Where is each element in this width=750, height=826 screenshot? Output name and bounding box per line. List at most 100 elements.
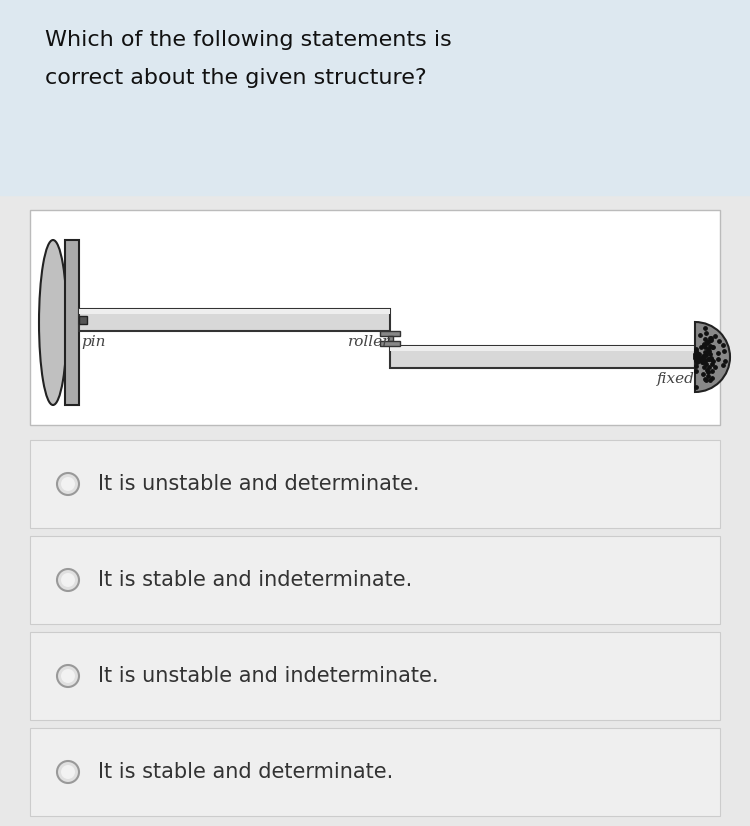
Point xyxy=(690,349,702,363)
Point xyxy=(702,366,714,379)
Circle shape xyxy=(57,569,79,591)
Circle shape xyxy=(57,761,79,783)
Circle shape xyxy=(61,573,75,587)
Point xyxy=(712,346,724,359)
Point xyxy=(704,373,716,387)
Text: It is unstable and indeterminate.: It is unstable and indeterminate. xyxy=(98,666,439,686)
Bar xyxy=(390,346,695,368)
Bar xyxy=(390,346,695,351)
Point xyxy=(718,344,730,358)
Point xyxy=(705,334,717,347)
Text: correct about the given structure?: correct about the given structure? xyxy=(45,68,427,88)
Point xyxy=(690,350,702,363)
Point xyxy=(696,356,708,369)
Point xyxy=(700,349,712,362)
Bar xyxy=(388,336,392,341)
Point xyxy=(698,355,709,368)
Point xyxy=(703,344,715,358)
Point xyxy=(694,353,706,366)
Point xyxy=(701,337,713,350)
Point xyxy=(703,343,715,356)
Point xyxy=(704,347,716,360)
Text: It is stable and indeterminate.: It is stable and indeterminate. xyxy=(98,570,413,590)
Bar xyxy=(30,440,720,528)
Point xyxy=(703,360,715,373)
Point xyxy=(712,352,724,365)
Bar xyxy=(79,309,390,314)
Point xyxy=(691,355,703,368)
Point xyxy=(704,331,716,344)
Point xyxy=(693,354,705,367)
Point xyxy=(706,371,718,384)
Point xyxy=(689,348,701,361)
Bar xyxy=(79,309,390,331)
Point xyxy=(705,353,717,366)
Point xyxy=(690,344,702,357)
Wedge shape xyxy=(695,322,730,392)
Point xyxy=(707,340,719,354)
Point xyxy=(699,354,711,368)
Point xyxy=(694,351,706,364)
Point xyxy=(698,349,709,362)
Point xyxy=(689,354,701,367)
Point xyxy=(693,347,705,360)
Point xyxy=(709,360,721,373)
Point xyxy=(700,358,712,371)
Point xyxy=(704,339,716,352)
Point xyxy=(690,342,702,355)
Bar xyxy=(30,728,720,816)
Point xyxy=(698,361,710,374)
Text: fixed: fixed xyxy=(657,372,694,386)
Point xyxy=(700,327,712,340)
Text: pin: pin xyxy=(81,335,106,349)
Point xyxy=(717,338,729,351)
Point xyxy=(707,354,719,368)
Point xyxy=(704,352,716,365)
Point xyxy=(692,349,703,362)
Point xyxy=(700,349,712,362)
Point xyxy=(698,352,710,365)
Circle shape xyxy=(61,669,75,683)
Point xyxy=(702,369,714,382)
Bar xyxy=(65,240,79,405)
Point xyxy=(703,335,715,348)
Text: It is stable and determinate.: It is stable and determinate. xyxy=(98,762,393,782)
Point xyxy=(689,350,701,363)
Text: It is unstable and determinate.: It is unstable and determinate. xyxy=(98,474,419,494)
Point xyxy=(690,364,702,377)
Point xyxy=(702,353,714,366)
Ellipse shape xyxy=(39,240,67,405)
Point xyxy=(691,347,703,360)
Point xyxy=(702,344,714,358)
Point xyxy=(700,336,712,349)
Bar xyxy=(30,536,720,624)
Point xyxy=(716,358,728,372)
Text: Which of the following statements is: Which of the following statements is xyxy=(45,30,452,50)
Point xyxy=(690,359,702,373)
Point xyxy=(709,330,721,343)
Point xyxy=(698,339,710,352)
Circle shape xyxy=(61,765,75,779)
Bar xyxy=(79,316,87,324)
Point xyxy=(690,354,702,367)
Point xyxy=(701,363,713,377)
Point xyxy=(690,353,702,366)
Point xyxy=(690,380,702,393)
Bar xyxy=(30,632,720,720)
Point xyxy=(691,346,703,359)
Circle shape xyxy=(61,477,75,491)
Point xyxy=(719,354,731,368)
Point xyxy=(691,354,703,367)
Point xyxy=(699,345,711,358)
Point xyxy=(706,340,718,354)
Point xyxy=(694,329,706,342)
Text: roller: roller xyxy=(348,335,390,349)
Point xyxy=(706,364,718,377)
Point xyxy=(705,331,717,344)
Circle shape xyxy=(57,473,79,495)
Bar xyxy=(380,341,400,346)
Point xyxy=(713,335,725,348)
Bar xyxy=(0,0,750,195)
Point xyxy=(692,349,703,362)
Point xyxy=(700,373,712,387)
